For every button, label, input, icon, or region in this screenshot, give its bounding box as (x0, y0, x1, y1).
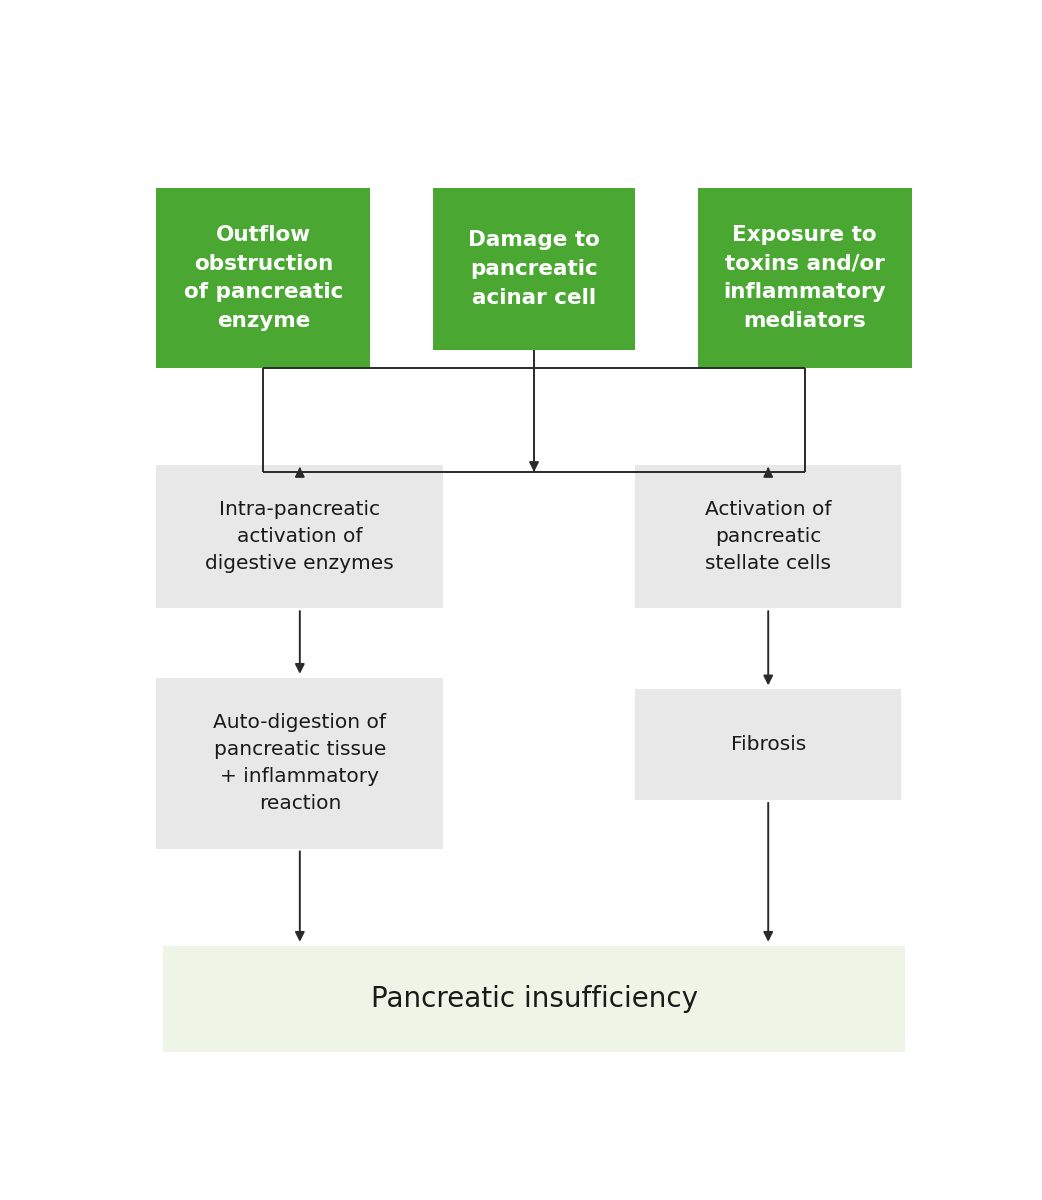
FancyBboxPatch shape (156, 466, 443, 608)
FancyBboxPatch shape (156, 678, 443, 848)
Text: Auto-digestion of
pancreatic tissue
+ inflammatory
reaction: Auto-digestion of pancreatic tissue + in… (214, 713, 387, 814)
FancyBboxPatch shape (635, 466, 901, 608)
FancyBboxPatch shape (697, 188, 912, 368)
Text: Intra-pancreatic
activation of
digestive enzymes: Intra-pancreatic activation of digestive… (205, 500, 394, 574)
FancyBboxPatch shape (433, 188, 635, 349)
FancyBboxPatch shape (635, 689, 901, 800)
Text: Exposure to
toxins and/or
inflammatory
mediators: Exposure to toxins and/or inflammatory m… (723, 224, 886, 331)
FancyBboxPatch shape (156, 188, 371, 368)
Text: Activation of
pancreatic
stellate cells: Activation of pancreatic stellate cells (705, 500, 832, 574)
Text: Fibrosis: Fibrosis (730, 736, 805, 754)
Text: Damage to
pancreatic
acinar cell: Damage to pancreatic acinar cell (468, 230, 600, 307)
FancyBboxPatch shape (163, 946, 905, 1052)
Text: Pancreatic insufficiency: Pancreatic insufficiency (371, 985, 697, 1013)
Text: Outflow
obstruction
of pancreatic
enzyme: Outflow obstruction of pancreatic enzyme (183, 224, 343, 331)
